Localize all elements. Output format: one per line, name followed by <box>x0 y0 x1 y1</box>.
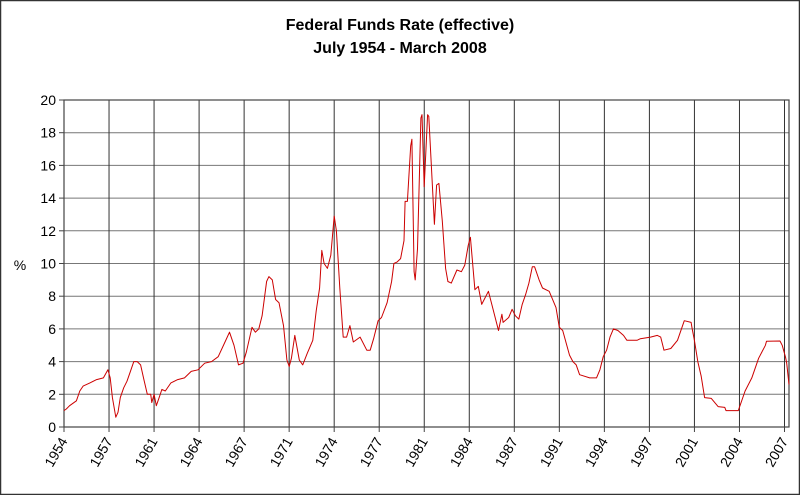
rate-series-line <box>63 114 790 418</box>
y-axis-label: % <box>14 257 26 273</box>
chart-subtitle: July 1954 - March 2008 <box>313 40 487 57</box>
chart-title: Federal Funds Rate (effective) <box>286 17 515 34</box>
y-tick-label: 2 <box>48 386 56 402</box>
y-tick-label: 8 <box>48 288 56 304</box>
y-tick-label: 20 <box>40 92 56 108</box>
y-tick-label: 18 <box>40 125 56 141</box>
y-tick-label: 14 <box>40 190 56 206</box>
y-tick-label: 4 <box>48 354 56 370</box>
y-tick-label: 16 <box>40 157 56 173</box>
y-tick-label: 12 <box>40 223 56 239</box>
y-tick-label: 10 <box>40 256 56 272</box>
plot-area-border <box>63 99 790 428</box>
y-tick-label: 0 <box>48 419 56 435</box>
y-tick-label: 6 <box>48 321 56 337</box>
